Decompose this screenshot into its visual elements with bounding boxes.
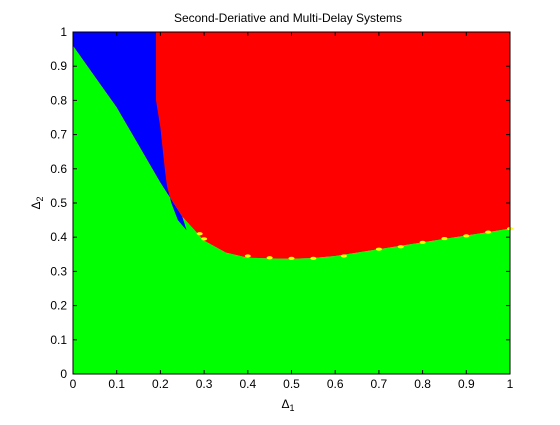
boundary-point	[441, 236, 448, 241]
x-tick-label: 0.1	[108, 377, 125, 391]
x-axis-label-main: Δ	[281, 397, 289, 411]
y-axis-label-subscript: 2	[35, 196, 45, 201]
boundary-point	[397, 245, 404, 249]
x-tick-label: 0.3	[196, 377, 213, 391]
x-tick-label: 0.9	[458, 377, 475, 391]
boundary-point	[266, 256, 273, 260]
boundary-point	[310, 256, 317, 261]
x-tick-label: 0.6	[327, 377, 344, 391]
x-tick-label: 0.5	[283, 377, 300, 391]
y-axis-ticks: 0 0.1 0.2 0.3 0.4 0.5 0.6 0.7 0.8 0.9 1	[50, 25, 510, 381]
plot-area	[73, 32, 513, 375]
y-tick-label: 0.6	[50, 162, 67, 176]
y-tick-label: 0	[60, 367, 67, 381]
y-axis-label-main: Δ	[29, 202, 43, 210]
y-tick-label: 0.1	[50, 333, 67, 347]
boundary-point	[463, 234, 470, 238]
boundary-point	[340, 254, 347, 258]
x-tick-label: 0.7	[371, 377, 388, 391]
red-region	[73, 32, 510, 259]
y-axis-label: Δ2	[29, 196, 45, 209]
y-tick-label: 0.4	[50, 230, 67, 244]
y-tick-label: 1	[60, 25, 67, 39]
boundary-point	[288, 256, 295, 261]
x-axis-label: Δ1	[281, 397, 294, 413]
y-tick-label: 0.8	[50, 93, 67, 107]
boundary-point	[485, 230, 492, 234]
boundary-point	[196, 232, 203, 236]
green-region	[73, 45, 510, 375]
x-axis-label-subscript: 1	[290, 403, 295, 413]
boundary-point	[375, 247, 382, 251]
x-axis-ticks: 0 0.1 0.2 0.3 0.4 0.5 0.6 0.7 0.8 0.9 1	[70, 32, 514, 391]
y-tick-label: 0.2	[50, 299, 67, 313]
x-tick-label: 0.8	[414, 377, 431, 391]
x-tick-label: 0.4	[239, 377, 256, 391]
boundary-point	[201, 237, 208, 241]
x-tick-label: 0.2	[152, 377, 169, 391]
boundary-point	[244, 254, 251, 258]
blue-region	[73, 32, 187, 231]
boundary-point	[419, 240, 426, 244]
y-tick-label: 0.5	[50, 196, 67, 210]
x-tick-label: 1	[507, 377, 514, 391]
chart-title: Second-Deriative and Multi-Delay Systems	[174, 11, 402, 25]
x-tick-label: 0	[70, 377, 77, 391]
y-tick-label: 0.3	[50, 264, 67, 278]
y-tick-label: 0.9	[50, 59, 67, 73]
y-tick-label: 0.7	[50, 128, 67, 142]
